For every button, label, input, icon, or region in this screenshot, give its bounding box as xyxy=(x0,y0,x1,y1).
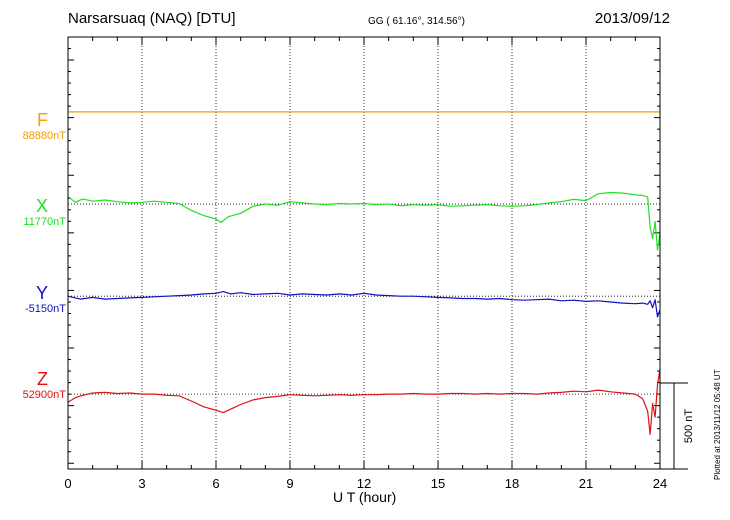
xtick-label-24: 24 xyxy=(653,476,667,491)
xtick-label-15: 15 xyxy=(431,476,445,491)
label-z-baseline: 52900nT xyxy=(22,389,66,401)
scale-bar-label: 500 nT xyxy=(683,409,695,444)
xtick-label-6: 6 xyxy=(212,476,219,491)
plot-frame xyxy=(67,36,661,470)
label-f: F 88880nT xyxy=(0,110,66,143)
label-x: X 11770nT xyxy=(0,196,66,229)
scale-bar: 500 nT xyxy=(660,382,695,470)
label-x-letter: X xyxy=(35,196,48,216)
label-y: Y -5150nT xyxy=(0,283,66,316)
xtick-label-3: 3 xyxy=(138,476,145,491)
label-y-baseline: -5150nT xyxy=(25,303,66,315)
label-f-letter: F xyxy=(37,110,48,130)
x-axis-label: U T (hour) xyxy=(333,489,397,505)
label-x-baseline: 11770nT xyxy=(23,216,66,228)
grid-lines xyxy=(141,37,587,469)
series-y-line xyxy=(67,291,661,318)
station-title: Narsarsuaq (NAQ) [DTU] xyxy=(68,10,236,27)
series-x-line xyxy=(67,191,661,251)
series-z-line xyxy=(67,368,661,435)
xtick-label-21: 21 xyxy=(579,476,593,491)
label-f-baseline: 88880nT xyxy=(22,130,66,142)
plotted-timestamp: Plotted at 2013/11/12 05:48 UT xyxy=(713,369,722,480)
x-tick-labels: 0 3 6 9 12 15 18 21 24 xyxy=(64,476,667,491)
xtick-label-0: 0 xyxy=(64,476,71,491)
label-z: Z 52900nT xyxy=(0,369,66,402)
chart-date: 2013/09/12 xyxy=(594,10,670,27)
label-y-letter: Y xyxy=(35,283,48,303)
series-lines xyxy=(67,111,661,435)
xtick-label-18: 18 xyxy=(505,476,519,491)
geographic-coordinates: GG ( 61.16°, 314.56°) xyxy=(368,16,465,27)
xtick-label-9: 9 xyxy=(286,476,293,491)
label-z-letter: Z xyxy=(37,369,48,389)
xtick-label-12: 12 xyxy=(357,476,371,491)
